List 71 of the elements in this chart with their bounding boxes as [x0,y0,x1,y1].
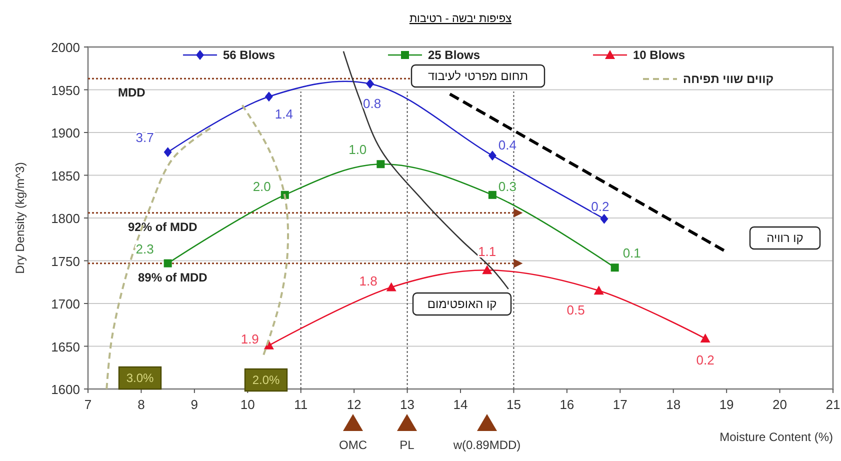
x-tick-label: 10 [240,397,255,412]
ref-line-label: 92% of MDD [128,220,198,234]
x-tick-label: 11 [294,397,308,412]
legend-label: 25 Blows [428,48,480,62]
annotation: 0.4 [498,138,517,153]
annotation: 0.1 [622,246,641,261]
text: PL [400,438,415,452]
annotation: 3.7 [136,130,154,146]
y-tick-label: 1850 [51,168,80,184]
legend-label: קווים שווי תפיחה [683,72,774,86]
annotation: 2.0% [252,373,280,387]
x-tick-label: 19 [719,397,734,412]
y-tick-label: 1950 [51,82,80,98]
annotation: 1.8 [359,273,378,288]
annotation: 2.3 [136,241,154,256]
point [488,190,496,199]
point [594,286,604,295]
y-tick-label: 1650 [51,339,80,354]
x-tick-label: 7 [84,397,92,412]
point [164,147,172,158]
x-tick-label: 12 [346,397,362,412]
y-tick-label: 1900 [51,126,80,140]
chart-title: צפיפות יבשה - רטיבות [409,13,512,25]
annotation: 0.3 [498,178,517,194]
x-tick-label: 17 [612,397,628,412]
y-tick-label: 2000 [51,40,80,55]
ref-line-label: MDD [118,86,146,100]
annotation: 0.8 [362,96,382,111]
annotation: 2.0 [252,178,271,194]
point [164,259,172,268]
y-tick-label: 1750 [51,254,80,269]
point [376,160,385,168]
y-axis-title: Dry Density (kg/m^3) [13,162,27,274]
point [610,264,619,272]
y-tick-label: 1700 [51,296,80,312]
point [700,334,710,343]
x-tick-label: 21 [826,397,840,412]
annotation: 1.4 [274,106,294,122]
point [366,78,374,89]
point [488,150,496,161]
annotation: 1.1 [478,244,496,260]
y-tick-label: 1600 [51,382,80,397]
x-tick-label: 16 [560,397,574,412]
point [264,92,273,102]
x-axis-title: Moisture Content (%) [720,430,833,444]
y-tick-label: 1800 [51,211,80,226]
annotation: תחום מפרטי לעיבוד [428,69,528,83]
annotation: 1.9 [240,331,259,346]
legend-label: 10 Blows [633,48,686,62]
x-tick-label: 13 [400,397,415,412]
x-tick-label: 14 [453,397,468,412]
annotation: 0.5 [566,302,585,318]
annotation: 0.2 [591,198,610,214]
x-tick-label: 18 [666,397,681,412]
annotation: 0.2 [696,352,714,368]
point [600,214,608,224]
annotation: 1.0 [348,142,367,158]
legend-label: 56 Blows [223,48,276,62]
text: OMC [339,438,368,452]
line-series [106,127,212,390]
annotation: קו רוויה [766,231,804,245]
text: w(0.89MDD) [452,438,521,452]
point [386,282,396,292]
annotation: 3.0% [126,371,154,385]
x-tick-label: 8 [138,397,145,412]
point [482,265,492,274]
annotation: קו האופטימום [427,297,497,311]
x-tick-label: 20 [772,397,788,412]
x-tick-label: 9 [190,397,198,412]
x-tick-label: 15 [506,397,521,412]
ref-line-label: 89% of MDD [138,270,208,284]
